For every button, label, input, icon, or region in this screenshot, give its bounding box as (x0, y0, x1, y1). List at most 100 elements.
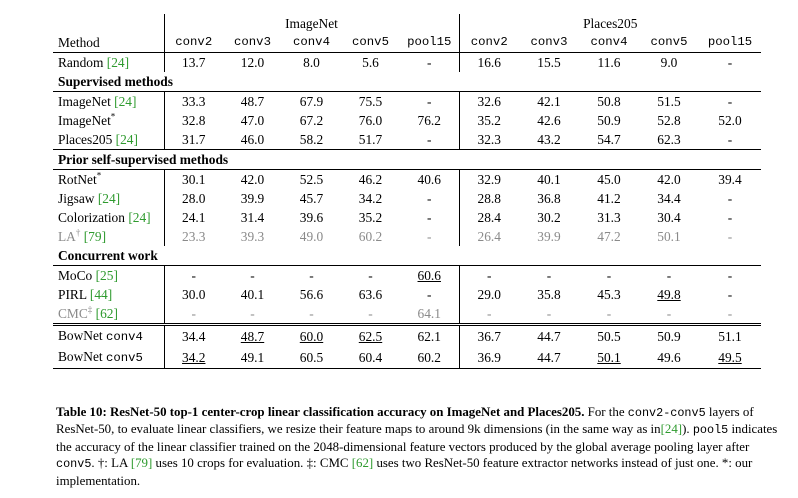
footnote-mark: * (110, 111, 116, 122)
table-row: CMC‡ [62] - - - -64.1- - - - - (53, 304, 761, 325)
table-row: ImageNet [24] 33.3 48.7 67.9 75.5-32.6 42.1 50… (53, 91, 761, 111)
value-cell: 9.0 (639, 52, 699, 72)
value-cell: 51.5 (639, 91, 699, 111)
value-cell: - (400, 91, 459, 111)
table-row: PIRL [44] 30.0 40.1 56.6 63.6-29.0 35.8 45.3 49… (53, 285, 761, 304)
layer-header: pool15 (707, 35, 753, 49)
value-cell: 52.0 (718, 113, 742, 128)
value-cell: 51.7 (358, 132, 383, 147)
table-row: Colorization [24] 24.1 31.4 39.6 35.2-28.4 30… (53, 208, 761, 227)
section-label: Concurrent work (58, 248, 158, 263)
caption-citation[interactable]: [24] (660, 422, 683, 437)
value-cell: 62.5 (341, 323, 400, 347)
method-layer: conv5 (106, 351, 143, 365)
value-cell: 36.8 (537, 191, 561, 206)
value-cell: 45.0 (579, 169, 639, 189)
value-cell: 50.5 (579, 323, 639, 347)
value-cell: 40.6 (400, 169, 459, 189)
value-cell: 58.2 (299, 132, 324, 147)
table-row: Jigsaw [24] 28.0 39.9 45.7 34.2-28.8 36.8 41.2… (53, 189, 761, 208)
value-cell: - (458, 304, 519, 325)
value-cell: 30.2 (537, 210, 561, 225)
value-cell: 30.1 (163, 169, 223, 189)
value-cell: 47.0 (240, 113, 265, 128)
citation-link[interactable]: [62] (95, 306, 118, 321)
layer-header: conv3 (234, 35, 271, 49)
citation-link[interactable]: [24] (114, 94, 137, 109)
value-cell: - (727, 287, 733, 302)
value-cell: - (666, 306, 672, 321)
caption-title: Table 10: ResNet-50 top-1 center-crop li… (56, 405, 585, 419)
value-cell: 32.9 (458, 169, 519, 189)
citation-link[interactable]: [24] (97, 191, 121, 206)
caption-text: layers of ResNet-50, to evaluate linear … (56, 405, 754, 437)
value-cell: 28.4 (458, 208, 519, 227)
value-cell: 36.9 (458, 347, 519, 369)
value-cell: - (250, 306, 255, 321)
caption-citation[interactable]: [62] (351, 456, 374, 471)
citation-link[interactable]: [44] (89, 287, 113, 302)
caption-text: indicates the accuracy of the linear cla… (56, 422, 778, 454)
section-header-row: Concurrent work (53, 246, 761, 266)
value-cell: 49.8 (657, 287, 681, 302)
value-cell: 31.7 (163, 130, 223, 150)
value-cell: 12.0 (223, 52, 282, 72)
method-name: PIRL (58, 287, 87, 302)
layer-header: conv4 (293, 35, 330, 49)
table-caption: Table 10: ResNet-50 top-1 center-crop li… (56, 404, 778, 489)
method-cell: CMC‡ [62] (53, 304, 164, 325)
value-cell: 60.6 (400, 265, 459, 285)
value-cell: - (427, 210, 432, 225)
method-cell: Places205 [24] (53, 130, 164, 150)
value-cell: 15.5 (519, 52, 579, 72)
layer-header: pool15 (407, 35, 452, 49)
layer-header: conv5 (650, 35, 688, 49)
method-name: BowNet (58, 328, 103, 343)
value-cell: - (368, 306, 373, 321)
value-cell: - (282, 265, 341, 285)
method-cell: ImageNet* (53, 111, 164, 130)
value-cell: 47.2 (597, 229, 621, 244)
value-cell: 44.7 (519, 347, 579, 369)
method-layer: conv4 (106, 330, 143, 344)
layer-header: conv3 (530, 35, 568, 49)
value-cell: 48.7 (223, 323, 282, 347)
results-table: ImageNet Places205 Method conv2 conv3 conv… (53, 14, 761, 369)
value-cell: 62.3 (657, 132, 681, 147)
value-cell: 11.6 (579, 52, 639, 72)
value-cell: 39.9 (537, 229, 561, 244)
citation-link[interactable]: [24] (115, 132, 138, 147)
method-name: LA (58, 229, 76, 244)
citation-link[interactable]: [79] (83, 229, 107, 244)
caption-citation[interactable]: [79] (130, 456, 153, 471)
value-cell: 13.7 (163, 52, 223, 72)
method-name: Jigsaw (58, 191, 95, 206)
value-cell: - (400, 52, 459, 72)
table-row: BowNet conv5 34.2 49.1 60.5 60.4 60.2 36.9 44.7… (53, 347, 761, 369)
method-name: ImageNet (58, 113, 111, 128)
value-cell: - (727, 191, 733, 206)
citation-link[interactable]: [24] (128, 210, 151, 225)
value-cell: - (163, 304, 223, 325)
table-row: RotNet* 30.1 42.0 52.5 46.2 40.6 32.9 40.1 45.0 4… (53, 169, 761, 189)
value-cell: 56.6 (299, 287, 324, 302)
value-cell: 42.6 (537, 113, 561, 128)
value-cell: 50.1 (579, 347, 639, 369)
value-cell: 76.2 (417, 113, 441, 128)
value-cell: - (546, 306, 552, 321)
method-cell: LA† [79] (53, 227, 164, 246)
table-row: LA† [79] 23.3 39.3 49.0 60.2-26.4 39.9 47.2 50.… (53, 227, 761, 246)
citation-link[interactable]: [25] (95, 268, 118, 283)
value-cell: - (427, 132, 432, 147)
method-cell: RotNet* (53, 169, 164, 189)
citation-link[interactable]: [24] (106, 55, 130, 70)
value-cell: 45.3 (597, 287, 621, 302)
section-header-row: Supervised methods (53, 72, 761, 92)
table-row: Random [24] 13.7 12.0 8.0 5.6-16.6 15.5 11.6 9.… (53, 52, 761, 72)
places205-group-header: Places205 (458, 14, 761, 33)
footnote-mark: ‡ (87, 304, 93, 315)
method-cell: PIRL [44] (53, 285, 164, 304)
value-cell: 51.1 (699, 323, 761, 347)
value-cell: 40.1 (240, 287, 265, 302)
value-cell: 8.0 (282, 52, 341, 72)
